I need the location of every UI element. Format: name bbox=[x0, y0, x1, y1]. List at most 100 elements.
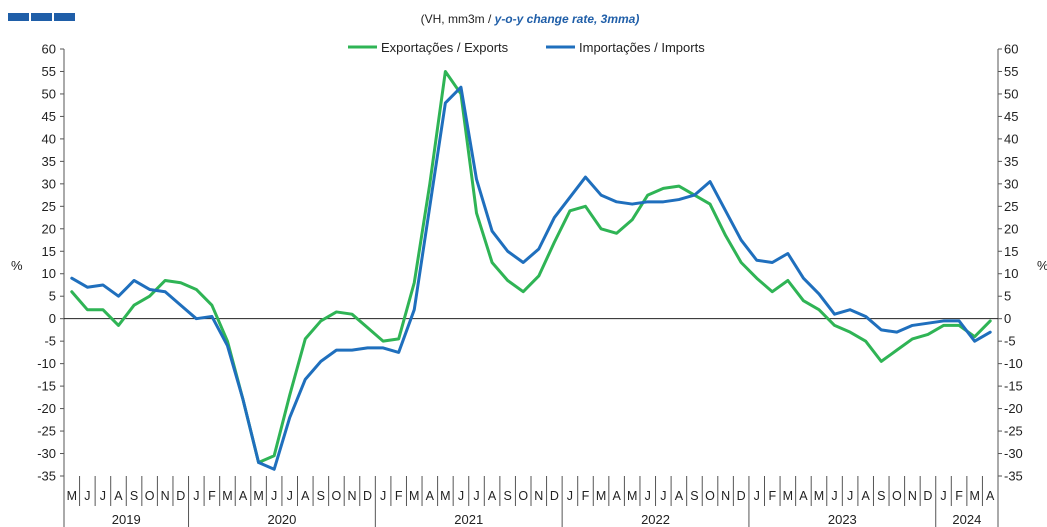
y-axis-label-right: % bbox=[1037, 258, 1047, 273]
year-label: 2022 bbox=[641, 512, 670, 527]
y-tick-label-left: 60 bbox=[42, 42, 56, 57]
y-tick-label-right: 35 bbox=[1004, 154, 1018, 169]
y-tick-label-left: 50 bbox=[42, 86, 56, 101]
month-label: J bbox=[847, 489, 853, 503]
y-tick-label-left: 35 bbox=[42, 154, 56, 169]
y-tick-label-right: 20 bbox=[1004, 221, 1018, 236]
month-label: J bbox=[380, 489, 386, 503]
month-label: M bbox=[222, 489, 232, 503]
month-label: J bbox=[458, 489, 464, 503]
y-tick-label-right: -30 bbox=[1004, 446, 1023, 461]
brand-block-2 bbox=[31, 13, 52, 21]
y-tick-label-right: 45 bbox=[1004, 109, 1018, 124]
month-label: J bbox=[660, 489, 666, 503]
y-tick-label-left: -30 bbox=[37, 446, 56, 461]
month-label: J bbox=[287, 489, 293, 503]
y-tick-label-right: -10 bbox=[1004, 356, 1023, 371]
month-label: J bbox=[645, 489, 651, 503]
chart-subtitle-plain: (VH, mm3m / bbox=[421, 12, 495, 26]
y-tick-label-left: 45 bbox=[42, 109, 56, 124]
y-tick-label-left: -15 bbox=[37, 379, 56, 394]
y-axis-right: 605550454035302520151050-5-10-15-20-25-3… bbox=[998, 42, 1023, 484]
month-label: J bbox=[831, 489, 837, 503]
month-label: F bbox=[768, 489, 776, 503]
year-label: 2021 bbox=[454, 512, 483, 527]
y-tick-label-left: -5 bbox=[44, 334, 56, 349]
month-label: F bbox=[208, 489, 216, 503]
month-label: S bbox=[503, 489, 511, 503]
legend-label-exports: Exportações / Exports bbox=[381, 40, 509, 55]
month-label: M bbox=[627, 489, 637, 503]
month-label: N bbox=[721, 489, 730, 503]
month-label: A bbox=[675, 489, 684, 503]
y-tick-label-left: 30 bbox=[42, 176, 56, 191]
year-label: 2019 bbox=[112, 512, 141, 527]
month-label: J bbox=[473, 489, 479, 503]
month-label: J bbox=[754, 489, 760, 503]
series-line-imports bbox=[70, 85, 992, 471]
legend: Exportações / Exports Importações / Impo… bbox=[348, 40, 705, 55]
y-tick-label-left: -10 bbox=[37, 356, 56, 371]
y-tick-label-right: 0 bbox=[1004, 311, 1011, 326]
month-label: J bbox=[100, 489, 106, 503]
y-tick-label-left: -20 bbox=[37, 401, 56, 416]
chart-subtitle: (VH, mm3m / y-o-y change rate, 3mma) bbox=[421, 12, 640, 26]
month-label: N bbox=[347, 489, 356, 503]
year-label: 2024 bbox=[952, 512, 981, 527]
month-label: D bbox=[737, 489, 746, 503]
month-label: S bbox=[877, 489, 885, 503]
month-label: D bbox=[550, 489, 559, 503]
y-axis-label-left: % bbox=[11, 258, 23, 273]
series-line-exports bbox=[70, 69, 992, 465]
y-axis-left: 605550454035302520151050-5-10-15-20-25-3… bbox=[37, 42, 64, 484]
y-tick-label-right: 30 bbox=[1004, 176, 1018, 191]
y-tick-label-right: 55 bbox=[1004, 64, 1018, 79]
month-label: O bbox=[892, 489, 902, 503]
month-label: J bbox=[940, 489, 946, 503]
month-label: S bbox=[130, 489, 138, 503]
y-tick-label-right: 15 bbox=[1004, 244, 1018, 259]
y-tick-label-left: 40 bbox=[42, 131, 56, 146]
month-label: M bbox=[969, 489, 979, 503]
year-label: 2023 bbox=[828, 512, 857, 527]
month-label: A bbox=[799, 489, 808, 503]
series-layer bbox=[70, 69, 992, 471]
brand-bar bbox=[8, 13, 75, 21]
month-label: F bbox=[395, 489, 403, 503]
legend-label-imports: Importações / Imports bbox=[579, 40, 705, 55]
y-tick-label-left: 25 bbox=[42, 199, 56, 214]
month-label: A bbox=[239, 489, 248, 503]
y-tick-label-right: -35 bbox=[1004, 469, 1023, 484]
month-label: A bbox=[114, 489, 123, 503]
year-axis: 2019 2020 2021 2022 2023 2024 bbox=[63, 506, 999, 527]
y-tick-label-right: -20 bbox=[1004, 401, 1023, 416]
month-label: D bbox=[923, 489, 932, 503]
y-tick-label-left: 55 bbox=[42, 64, 56, 79]
month-label: M bbox=[596, 489, 606, 503]
y-tick-label-right: 50 bbox=[1004, 86, 1018, 101]
y-tick-label-left: -35 bbox=[37, 469, 56, 484]
y-tick-label-left: -25 bbox=[37, 424, 56, 439]
y-tick-label-left: 20 bbox=[42, 221, 56, 236]
y-tick-label-right: 40 bbox=[1004, 131, 1018, 146]
month-label: A bbox=[862, 489, 871, 503]
month-label: A bbox=[612, 489, 621, 503]
month-label: J bbox=[193, 489, 199, 503]
y-tick-label-right: 60 bbox=[1004, 42, 1018, 57]
y-tick-label-left: 0 bbox=[49, 311, 56, 326]
month-label: O bbox=[705, 489, 715, 503]
brand-block-3 bbox=[54, 13, 75, 21]
month-label: N bbox=[161, 489, 170, 503]
month-label: S bbox=[317, 489, 325, 503]
month-label: A bbox=[986, 489, 995, 503]
y-tick-label-right: -25 bbox=[1004, 424, 1023, 439]
month-label: O bbox=[332, 489, 342, 503]
y-tick-label-right: 10 bbox=[1004, 266, 1018, 281]
month-label: O bbox=[145, 489, 155, 503]
month-label: O bbox=[518, 489, 528, 503]
month-label: F bbox=[582, 489, 590, 503]
month-label: J bbox=[84, 489, 90, 503]
y-tick-label-right: 5 bbox=[1004, 289, 1011, 304]
month-label: M bbox=[814, 489, 824, 503]
